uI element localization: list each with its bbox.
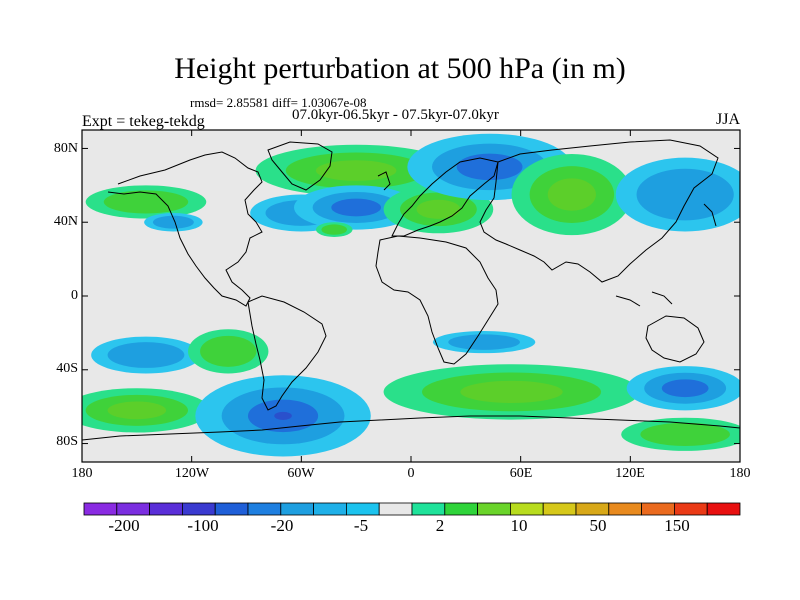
axis-ticks — [81, 130, 741, 462]
colorbar-swatch — [477, 502, 511, 516]
map-title: Height perturbation at 500 hPa (in m) — [174, 52, 626, 85]
south-pacific-positive-west-contour-2 — [107, 401, 167, 420]
southern-ocean-negative-contour-2 — [661, 379, 709, 398]
central-asia-positive-contour-2 — [547, 178, 596, 211]
coastlines — [82, 139, 740, 441]
colorbar-swatch — [247, 502, 282, 516]
antarctica-coastline — [82, 415, 740, 441]
south-america-positive-contour-1 — [200, 335, 257, 367]
colorbar-swatch — [641, 502, 675, 516]
europe-coastline — [391, 157, 499, 237]
colorbar-label-150: 150 — [664, 516, 690, 535]
australia-coastline — [645, 315, 705, 363]
experiment-label: Expt = tekeg-tekdg — [82, 113, 205, 130]
colorbar-swatch — [116, 502, 151, 516]
lon-label-0: 0 — [407, 466, 415, 481]
colorbar-swatch — [345, 502, 380, 516]
europe-positive-contour-2 — [416, 199, 461, 219]
time-period-label: 07.0kyr-06.5kyr - 07.5kyr-07.0kyr — [292, 107, 499, 123]
atlantic-positive-small-contour-1 — [321, 224, 348, 235]
rmsd-diff-stats: rmsd= 2.85581 diff= 1.03067e-08 — [190, 95, 367, 110]
colorbar-swatch — [378, 502, 413, 516]
east-pacific-negative-contour-1 — [152, 215, 194, 229]
colorbar-label-minus100: -100 — [187, 516, 219, 535]
africa-coastline — [375, 235, 499, 365]
colorbar-swatch — [674, 502, 708, 516]
lat-label-40s: 40S — [56, 361, 78, 376]
colorbar-swatch — [411, 502, 446, 516]
south-america-coastline — [247, 295, 327, 411]
colorbar-label-minus5: -5 — [353, 516, 369, 535]
greenland-coastline — [267, 141, 333, 191]
lon-label-180w: 180 — [71, 466, 93, 481]
islands-coastline — [377, 171, 717, 307]
colorbar-swatch — [83, 502, 118, 516]
mid-atlantic-negative-contour-2 — [331, 198, 382, 217]
antarctic-negative-contour-3 — [274, 411, 292, 420]
anomaly-contours — [82, 133, 740, 457]
colorbar-label-10: 10 — [510, 516, 528, 535]
north-america-coastline — [107, 151, 263, 307]
season-label: JJA — [716, 111, 741, 128]
lon-label-120e: 120E — [615, 466, 645, 481]
colorbar-label-2: 2 — [435, 516, 445, 535]
colorbar-swatch — [280, 502, 314, 516]
colorbar-swatch — [575, 502, 610, 516]
lon-label-60e: 60E — [509, 466, 533, 481]
colorbar-swatch — [181, 502, 216, 516]
colorbar-swatch — [149, 502, 183, 516]
north-pacific-positive-contour-1 — [103, 190, 189, 214]
lon-label-60w: 60W — [287, 466, 315, 481]
colorbar-label-50: 50 — [589, 516, 607, 535]
colorbar-swatch — [509, 502, 544, 516]
colorbar-swatch — [542, 502, 577, 516]
lat-label-80n: 80N — [53, 141, 78, 156]
south-pacific-negative-contour-1 — [107, 342, 185, 368]
colorbar — [83, 502, 741, 516]
colorbar-swatch — [313, 502, 347, 516]
indian-ocean-negative-contour-1 — [448, 334, 520, 350]
south-atlantic-positive-contour-2 — [460, 380, 563, 403]
colorbar-swatch — [214, 502, 249, 516]
north-america-arctic-positive-contour-2 — [315, 160, 397, 181]
colorbar-swatch — [706, 502, 741, 516]
colorbar-label-minus20: -20 — [270, 516, 294, 535]
lat-label-40n: 40N — [53, 214, 78, 229]
lon-label-180e: 180 — [729, 466, 751, 481]
lon-label-120w: 120W — [174, 466, 210, 481]
colorbar-swatch — [608, 502, 642, 516]
colorbar-label-minus200: -200 — [108, 516, 140, 535]
east-asia-negative-contour-1 — [636, 168, 734, 221]
asia-coastline — [479, 139, 719, 283]
lat-label-0: 0 — [71, 288, 78, 303]
siberia-negative-contour-2 — [456, 153, 523, 181]
colorbar-swatch — [444, 502, 478, 516]
lat-label-80s: 80S — [56, 434, 78, 449]
south-indian-positive-contour-1 — [640, 422, 730, 446]
